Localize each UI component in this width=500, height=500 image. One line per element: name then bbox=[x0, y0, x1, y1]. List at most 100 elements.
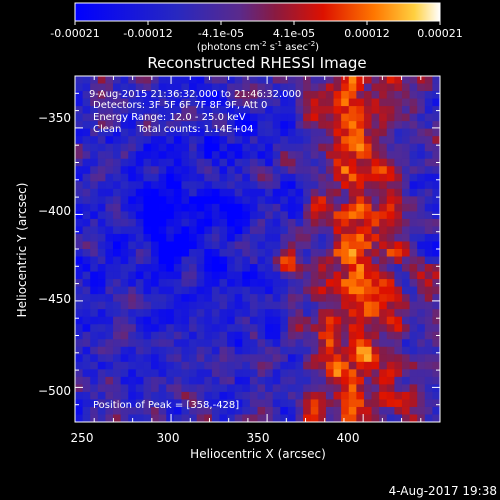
heatmap-cell bbox=[234, 286, 243, 295]
heatmap-cell bbox=[249, 143, 259, 152]
heatmap-cell bbox=[424, 399, 433, 408]
heatmap-cell bbox=[75, 346, 84, 355]
heatmap-cell bbox=[227, 203, 236, 212]
heatmap-cell bbox=[128, 339, 137, 348]
heatmap-cell bbox=[189, 196, 198, 205]
heatmap-cell bbox=[128, 226, 137, 235]
heatmap-cell bbox=[204, 76, 213, 85]
heatmap-cell bbox=[432, 361, 440, 370]
heatmap-cell bbox=[333, 181, 342, 190]
heatmap-cell bbox=[173, 211, 183, 220]
heatmap-cell bbox=[386, 406, 395, 416]
heatmap-cell bbox=[310, 203, 319, 212]
heatmap-cell bbox=[287, 181, 297, 190]
heatmap-cell bbox=[401, 414, 411, 422]
heatmap-cell bbox=[272, 309, 281, 318]
heatmap-cell bbox=[211, 241, 221, 250]
heatmap-cell bbox=[379, 233, 388, 243]
heatmap-cell bbox=[401, 173, 411, 182]
heatmap-cell bbox=[151, 106, 160, 115]
heatmap-cell bbox=[135, 354, 145, 363]
heatmap-cell bbox=[219, 151, 228, 160]
heatmap-cell bbox=[333, 173, 342, 182]
heatmap-cell bbox=[196, 309, 205, 318]
heatmap-cell bbox=[417, 294, 426, 303]
heatmap-cell bbox=[211, 218, 221, 228]
heatmap-cell bbox=[424, 331, 433, 340]
heatmap-cell bbox=[417, 384, 426, 393]
heatmap-cell bbox=[394, 369, 403, 378]
heatmap-cell bbox=[341, 241, 350, 250]
heatmap-cell bbox=[379, 361, 388, 370]
heatmap-cell bbox=[409, 218, 418, 228]
heatmap-cell bbox=[280, 113, 289, 122]
heatmap-cell bbox=[204, 83, 213, 92]
heatmap-cell bbox=[333, 414, 342, 422]
heatmap-cell bbox=[432, 384, 440, 393]
heatmap-cell bbox=[363, 414, 373, 422]
heatmap-cell bbox=[196, 256, 205, 265]
heatmap-cell bbox=[325, 324, 335, 333]
heatmap-cell bbox=[272, 98, 281, 107]
heatmap-cell bbox=[234, 361, 243, 370]
heatmap-cell bbox=[424, 316, 433, 325]
heatmap-cell bbox=[318, 316, 327, 325]
heatmap-cell bbox=[363, 264, 373, 273]
heatmap-cell bbox=[379, 376, 388, 385]
heatmap-cell bbox=[234, 369, 243, 378]
heatmap-cell bbox=[424, 136, 433, 145]
heatmap-cell bbox=[333, 226, 342, 235]
heatmap-cell bbox=[356, 121, 365, 130]
heatmap-cell bbox=[204, 324, 213, 333]
heatmap-cell bbox=[113, 309, 122, 318]
heatmap-cell bbox=[318, 173, 327, 182]
heatmap-cell bbox=[234, 203, 243, 212]
heatmap-cell bbox=[135, 301, 145, 310]
heatmap-cell bbox=[348, 361, 357, 370]
heatmap-cell bbox=[333, 354, 342, 363]
heatmap-cell bbox=[105, 376, 114, 385]
heatmap-cell bbox=[234, 83, 243, 92]
heatmap-cell bbox=[227, 384, 236, 393]
heatmap-cell bbox=[394, 241, 403, 250]
heatmap-cell bbox=[211, 399, 221, 408]
heatmap-cell bbox=[280, 173, 289, 182]
heatmap-cell bbox=[120, 196, 129, 205]
heatmap-cell bbox=[249, 316, 259, 325]
heatmap-cell bbox=[394, 128, 403, 137]
heatmap-cell bbox=[318, 121, 327, 130]
heatmap-cell bbox=[204, 391, 213, 401]
heatmap-cell bbox=[295, 128, 304, 137]
heatmap-cell bbox=[303, 173, 312, 182]
heatmap-cell bbox=[348, 218, 357, 228]
heatmap-cell bbox=[113, 279, 122, 288]
heatmap-cell bbox=[409, 369, 418, 378]
heatmap-cell bbox=[417, 76, 426, 85]
heatmap-cell bbox=[181, 76, 190, 85]
heatmap-cell bbox=[280, 391, 289, 401]
heatmap-cell bbox=[348, 331, 357, 340]
heatmap-cell bbox=[90, 226, 99, 235]
heatmap-cell bbox=[204, 406, 213, 416]
heatmap-cell bbox=[401, 339, 411, 348]
heatmap-cell bbox=[371, 106, 380, 115]
heatmap-cell bbox=[295, 218, 304, 228]
heatmap-cell bbox=[409, 331, 418, 340]
heatmap-cell bbox=[227, 151, 236, 160]
heatmap-cell bbox=[265, 414, 274, 422]
heatmap-cell bbox=[318, 361, 327, 370]
heatmap-cell bbox=[409, 399, 418, 408]
heatmap-cell bbox=[363, 143, 373, 152]
heatmap-cell bbox=[181, 151, 190, 160]
heatmap-cell bbox=[219, 211, 228, 220]
heatmap-cell bbox=[280, 406, 289, 416]
heatmap-cell bbox=[181, 369, 190, 378]
heatmap-cell bbox=[265, 309, 274, 318]
heatmap-cell bbox=[386, 369, 395, 378]
heatmap-cell bbox=[227, 218, 236, 228]
heatmap-cell bbox=[173, 309, 183, 318]
heatmap-cell bbox=[113, 83, 122, 92]
heatmap-cell bbox=[295, 279, 304, 288]
heatmap-image bbox=[75, 76, 440, 422]
heatmap-cell bbox=[128, 76, 137, 85]
